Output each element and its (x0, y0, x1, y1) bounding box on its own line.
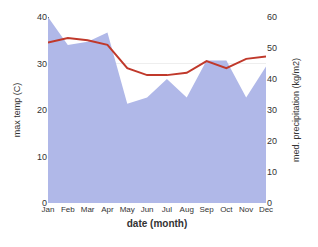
svg-text:date (month): date (month) (127, 218, 188, 229)
svg-text:30: 30 (267, 105, 277, 115)
svg-text:60: 60 (267, 12, 277, 22)
svg-text:Jun: Jun (141, 205, 154, 214)
svg-text:max temp (C): max temp (C) (12, 83, 22, 138)
svg-text:10: 10 (267, 167, 277, 177)
svg-text:Oct: Oct (220, 205, 233, 214)
svg-text:30: 30 (37, 59, 47, 69)
svg-text:Apr: Apr (101, 205, 114, 214)
svg-text:0: 0 (267, 198, 272, 208)
svg-text:Jul: Jul (162, 205, 172, 214)
svg-text:Dec: Dec (259, 205, 273, 214)
svg-text:20: 20 (37, 105, 47, 115)
svg-text:med. precipitation (kg/m2): med. precipitation (kg/m2) (291, 58, 301, 162)
svg-text:Jan: Jan (42, 205, 55, 214)
svg-text:0: 0 (42, 198, 47, 208)
svg-text:May: May (120, 205, 135, 214)
svg-text:50: 50 (267, 43, 277, 53)
svg-text:40: 40 (37, 12, 47, 22)
svg-text:Sep: Sep (199, 205, 214, 214)
svg-text:10: 10 (37, 152, 47, 162)
svg-text:20: 20 (267, 136, 277, 146)
svg-text:40: 40 (267, 74, 277, 84)
svg-text:Mar: Mar (81, 205, 95, 214)
svg-text:Feb: Feb (61, 205, 75, 214)
svg-text:Aug: Aug (180, 205, 194, 214)
svg-text:Nov: Nov (239, 205, 253, 214)
